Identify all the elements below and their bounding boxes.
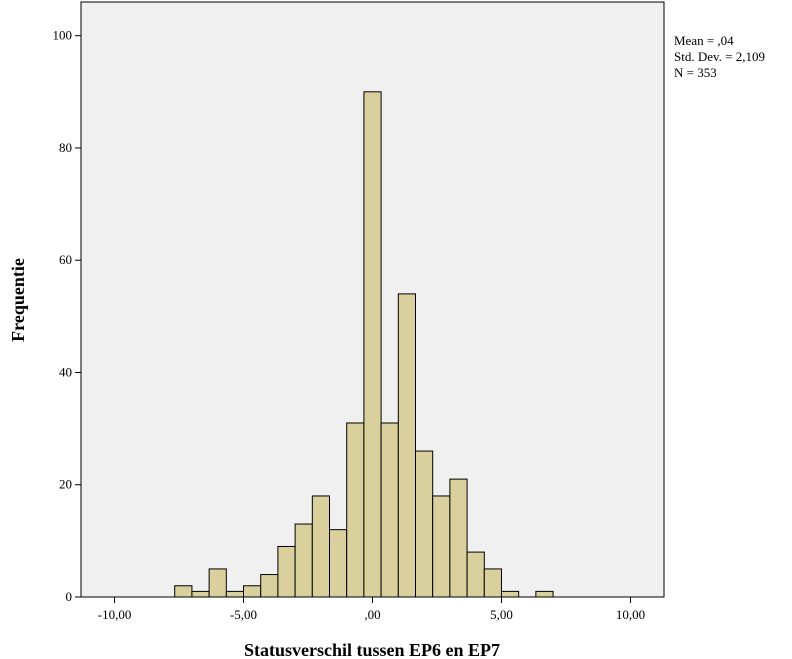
x-axis: -10,00 -5,00 ,00 5,00 10,00 [98, 597, 645, 622]
x-tick-label: ,00 [364, 607, 380, 622]
histogram-bar [260, 574, 279, 598]
histogram-bar [500, 590, 520, 598]
histogram-bar [466, 551, 485, 598]
y-tick-label: 40 [59, 364, 72, 379]
stat-n: N = 353 [674, 65, 717, 80]
x-tick-label: -5,00 [230, 607, 257, 622]
histogram-bar [432, 495, 451, 598]
x-tick-label: 5,00 [490, 607, 513, 622]
histogram-bar [243, 585, 262, 598]
histogram-bar [329, 529, 348, 598]
histogram-bar [483, 568, 502, 598]
histogram-bar [363, 91, 382, 598]
y-tick-label: 60 [59, 252, 72, 267]
y-tick-label: 100 [53, 28, 73, 43]
y-tick-label: 20 [59, 477, 72, 492]
stat-mean: Mean = ,04 [674, 33, 734, 48]
stat-std-dev: Std. Dev. = 2,109 [674, 49, 765, 64]
histogram-bar [346, 422, 365, 598]
histogram-bar [311, 495, 331, 598]
histogram-bar [277, 545, 296, 598]
y-axis-title: Frequentie [8, 258, 28, 342]
y-tick-label: 80 [59, 140, 72, 155]
histogram-bar [174, 585, 193, 598]
histogram-bar [208, 568, 227, 598]
x-axis-title: Statusverschil tussen EP6 en EP7 [244, 640, 500, 659]
histogram-bar [535, 590, 554, 598]
x-tick-label: 10,00 [616, 607, 645, 622]
bars [174, 91, 554, 598]
histogram-bar [449, 478, 468, 598]
histogram-bar [225, 590, 245, 598]
y-tick-label: 0 [66, 589, 73, 604]
histogram-bar [380, 422, 399, 598]
x-tick-label: -10,00 [98, 607, 132, 622]
y-axis: 0 20 40 60 80 100 [53, 28, 81, 604]
histogram-bar [397, 293, 416, 598]
histogram-bar [294, 523, 313, 598]
histogram-bar [191, 590, 210, 598]
histogram-bar [415, 450, 434, 598]
